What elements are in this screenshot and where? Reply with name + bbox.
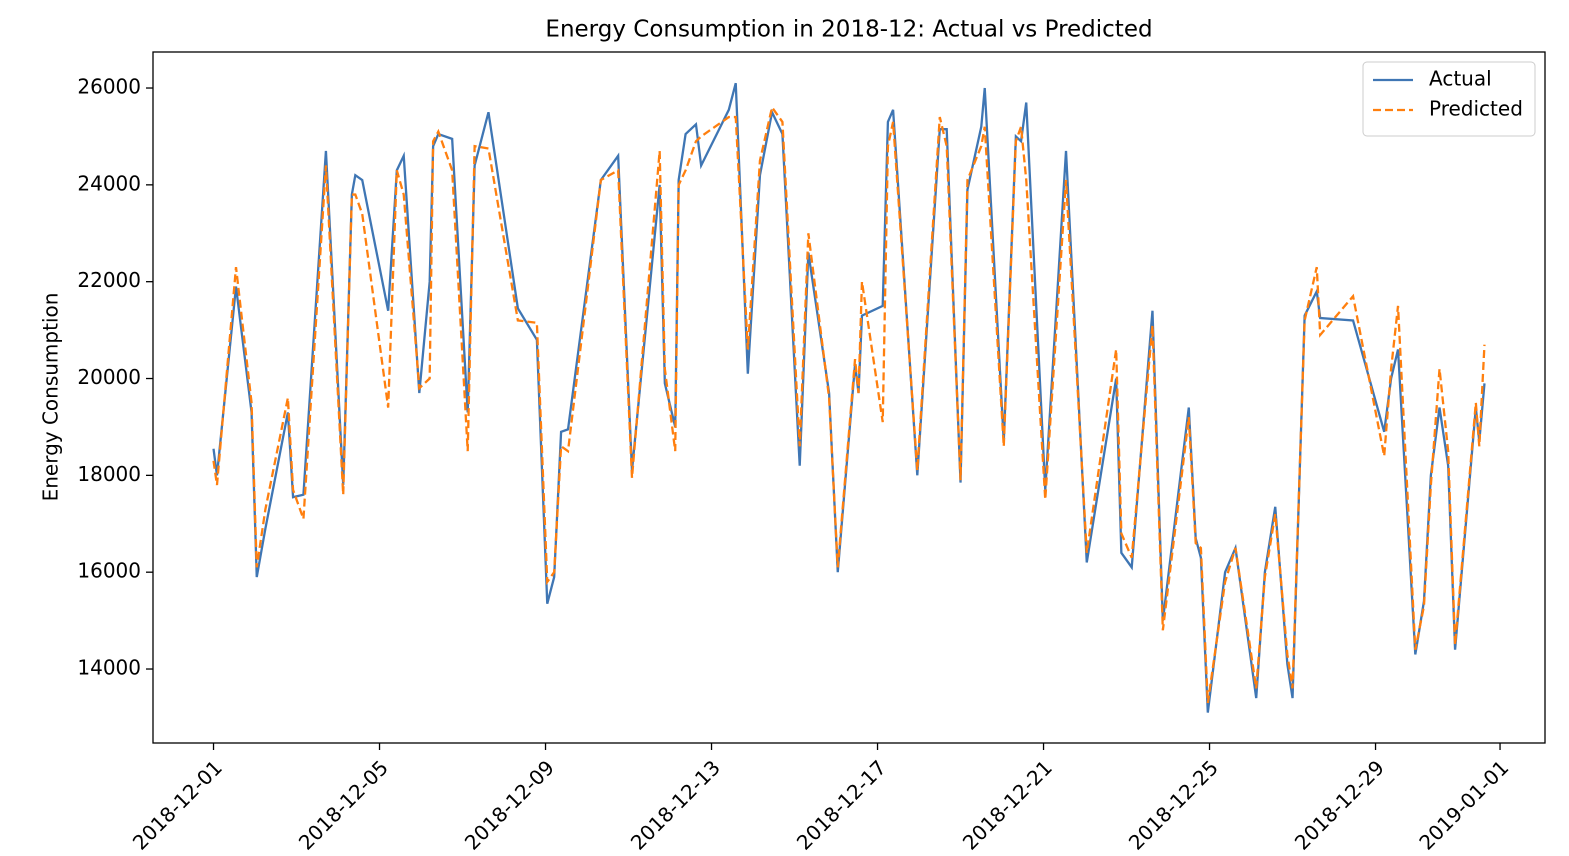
y-tick-label: 20000 bbox=[77, 365, 141, 389]
y-tick-label: 24000 bbox=[77, 171, 141, 195]
y-tick-label: 16000 bbox=[77, 559, 141, 583]
chart-title: Energy Consumption in 2018-12: Actual vs… bbox=[545, 17, 1152, 43]
plot-frame bbox=[152, 51, 1546, 744]
legend-label: Predicted bbox=[1429, 97, 1523, 121]
series-line bbox=[212, 104, 1486, 704]
y-tick-label: 18000 bbox=[77, 462, 141, 486]
legend-label: Actual bbox=[1429, 67, 1492, 91]
y-tick-label: 26000 bbox=[77, 75, 141, 99]
y-tick-label: 14000 bbox=[77, 656, 141, 680]
y-tick-label: 22000 bbox=[77, 268, 141, 292]
y-axis-label: Energy Consumption bbox=[39, 293, 63, 502]
